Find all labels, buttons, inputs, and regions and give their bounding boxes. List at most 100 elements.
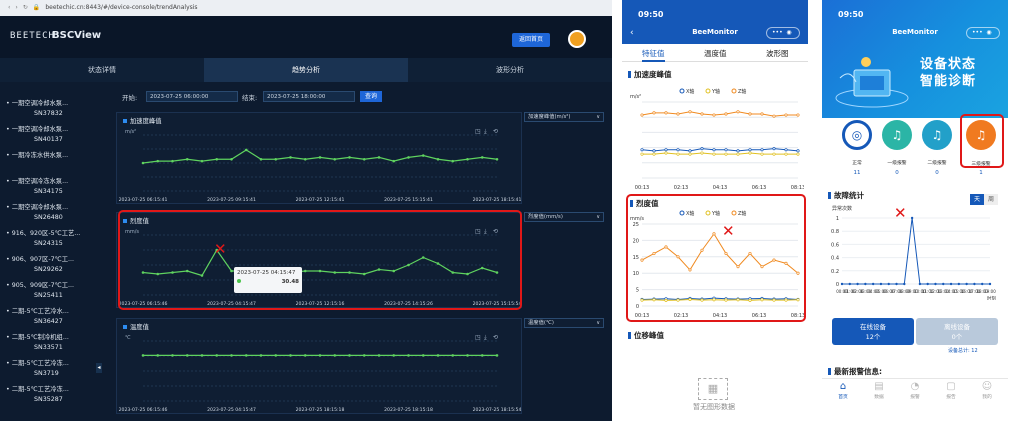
- tab-temperature[interactable]: 温度值: [704, 49, 727, 58]
- y-unit-label: m/s²: [125, 129, 136, 135]
- data-point: [377, 268, 381, 271]
- browser-address-bar[interactable]: ‹ › ↻ 🔒 beetechic.cn:8443/#/device-console/t…: [0, 0, 612, 16]
- sidebar-device-item[interactable]: • 二期-5℃工艺冷冻...: [6, 360, 69, 367]
- data-point: [171, 271, 174, 274]
- data-point: [700, 298, 704, 302]
- accel-metric-select[interactable]: 加速度峰值(m/s²): [524, 112, 604, 122]
- x-axis-label: 时刻: [987, 295, 996, 300]
- collapse-icon[interactable]: ◂: [96, 363, 102, 373]
- tab-status[interactable]: 状态详情: [88, 66, 116, 74]
- sidebar-device-item[interactable]: • 二期-5℃工艺冷冻...: [6, 386, 69, 393]
- back-icon[interactable]: ‹: [630, 28, 634, 38]
- data-point: [392, 269, 396, 273]
- sidebar-device-sn: SN26480: [34, 214, 63, 221]
- online-devices-button[interactable]: 在线设备 12个: [832, 318, 914, 345]
- data-point: [640, 148, 644, 152]
- data-point: [700, 112, 704, 116]
- temperature-metric-select[interactable]: 温度值(℃): [524, 318, 604, 328]
- data-point: [736, 149, 740, 153]
- highlight-box: [118, 210, 522, 310]
- x-tick-label: 04:13: [713, 313, 727, 319]
- normal-badge-icon[interactable]: ◎: [842, 120, 872, 150]
- forward-icon[interactable]: ›: [15, 4, 18, 11]
- reload-icon[interactable]: ↻: [22, 4, 28, 11]
- level1-alarm-icon[interactable]: ♫: [882, 120, 912, 150]
- series-line: [642, 152, 798, 155]
- tab-trend[interactable]: 趋势分析: [204, 58, 408, 82]
- nav-data[interactable]: ▤ 数据: [864, 381, 894, 400]
- sidebar-device-item[interactable]: • 一期空调冷冻水泵...: [6, 178, 69, 185]
- offline-devices-button[interactable]: 离线设备 0个: [916, 318, 998, 345]
- mini-program-capsule[interactable]: ••• ◉: [966, 27, 1000, 39]
- data-point: [910, 216, 914, 220]
- y-tick-label: 15: [633, 255, 639, 261]
- tab-waveform[interactable]: 波形图: [766, 49, 789, 58]
- data-point: [748, 298, 752, 302]
- sidebar-device-item[interactable]: • 905、909区-7℃工...: [6, 282, 74, 289]
- x-tick-label: 2023-07-25 18:15:54: [473, 407, 522, 413]
- tab-features[interactable]: 特征值: [642, 49, 665, 62]
- badge-label: 正常: [852, 161, 862, 166]
- data-point: [141, 161, 145, 165]
- data-point: [421, 354, 425, 357]
- anomaly-mark-icon: ✕: [214, 240, 227, 258]
- toggle-day[interactable]: 天: [970, 194, 984, 205]
- badge-label: 一级报警: [887, 161, 907, 166]
- data-point: [712, 152, 716, 156]
- brand-name: BSCView: [52, 30, 102, 41]
- y-tick-label: 10: [633, 271, 639, 277]
- highlight-box: [960, 114, 1004, 168]
- intensity-metric-select[interactable]: 烈度值(mm/s): [524, 212, 604, 222]
- data-point: [879, 282, 883, 286]
- data-point: [724, 148, 728, 152]
- level3-alarm-icon[interactable]: ♫: [966, 120, 996, 150]
- data-point: [796, 149, 800, 153]
- data-point: [141, 354, 145, 357]
- temperature-chart: ℃ ◳ ⤓ ⟲ 2023-07-25 06:15:46 2023-07-25 04:15:…: [119, 334, 522, 413]
- data-point: [333, 354, 337, 357]
- y-tick-label: 1: [836, 216, 839, 222]
- nav-report[interactable]: ▢ 报告: [936, 381, 966, 400]
- home-icon: ⌂: [839, 381, 847, 392]
- data-point: [856, 282, 859, 286]
- start-time-input[interactable]: 2023-07-25 06:00:00: [146, 91, 238, 102]
- sidebar-device-item[interactable]: • 二期-5℃制冷机组...: [6, 334, 69, 341]
- phone-title: BeeMonitor: [692, 28, 738, 36]
- phone-title: BeeMonitor: [892, 28, 938, 36]
- sidebar-device-item[interactable]: • 一期空调冷却水泵...: [6, 126, 69, 133]
- banner-line2: 智能诊断: [920, 74, 977, 89]
- home-button[interactable]: 返回首页: [512, 33, 550, 47]
- data-point: [640, 298, 644, 302]
- data-point: [895, 282, 898, 286]
- data-point: [688, 110, 692, 114]
- nav-label: 我的: [982, 395, 992, 400]
- toggle-week[interactable]: 周: [984, 194, 998, 205]
- y-tick-label: 0.4: [831, 256, 839, 262]
- sidebar-device-item[interactable]: • 一期冷冻水供水泵...: [6, 152, 69, 159]
- nav-home[interactable]: ⌂ 首页: [828, 381, 858, 400]
- sidebar-device-item[interactable]: • 916、920区-5℃工艺...: [6, 230, 81, 237]
- nav-alarm[interactable]: ◔ 报警: [900, 381, 930, 400]
- x-tick-label: 08:13: [791, 185, 804, 191]
- sidebar-device-item[interactable]: • 906、907区-7℃工...: [6, 256, 74, 263]
- data-point: [348, 156, 351, 159]
- data-point: [688, 149, 692, 153]
- data-point: [796, 271, 800, 275]
- level2-alarm-icon[interactable]: ♫: [922, 120, 952, 150]
- data-point: [748, 112, 752, 116]
- mini-program-capsule[interactable]: ••• ◉: [766, 27, 800, 39]
- end-time-input[interactable]: 2023-07-25 18:00:00: [263, 91, 355, 102]
- data-point: [348, 354, 351, 357]
- empty-text: 暂无图形数据: [693, 403, 735, 411]
- sidebar-device-item[interactable]: • 一期空调冷却水泵...: [6, 100, 69, 107]
- query-button[interactable]: 查询: [360, 91, 382, 102]
- data-point: [724, 298, 728, 302]
- back-icon[interactable]: ‹: [8, 4, 11, 11]
- avatar[interactable]: [568, 30, 586, 48]
- tab-waveform[interactable]: 波形分析: [496, 66, 524, 74]
- data-point: [392, 354, 396, 357]
- sidebar-device-item[interactable]: • 二期空调冷却水泵...: [6, 204, 69, 211]
- nav-profile[interactable]: ☺ 我的: [972, 381, 1002, 400]
- sidebar-device-item[interactable]: • 二期-5℃工艺冷水...: [6, 308, 69, 315]
- url-text: beetechic.cn:8443/#/device-console/trend…: [45, 4, 198, 11]
